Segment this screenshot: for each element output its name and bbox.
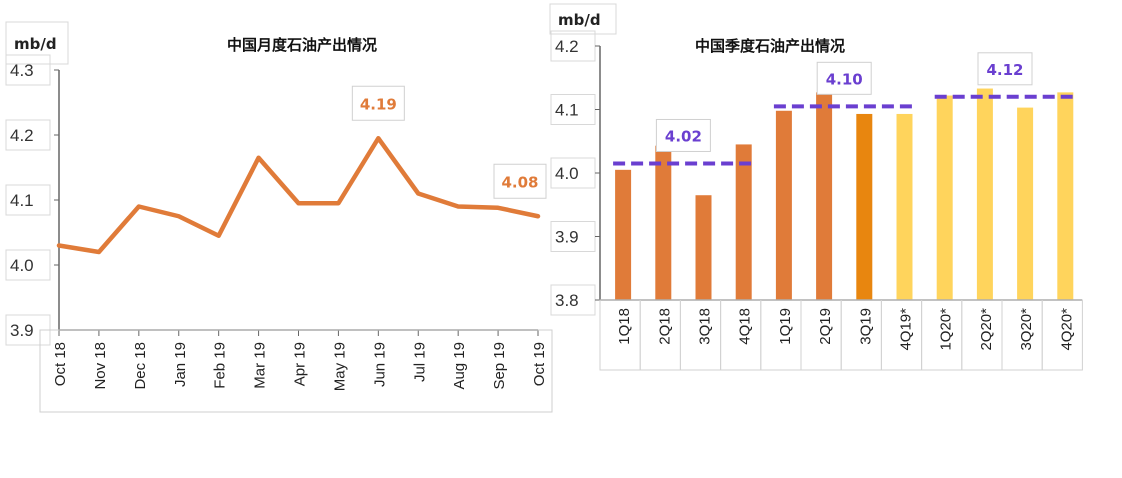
- monthly-xtick-label: Aug 19: [451, 342, 468, 390]
- monthly-point: [416, 192, 420, 195]
- monthly-point: [177, 214, 181, 218]
- monthly-ytick-label: 4.3: [10, 61, 34, 80]
- quarterly-y-axis: 3.8 3.9 4.0 4.1 4.2: [550, 30, 600, 316]
- quarterly-bars: [615, 88, 1074, 301]
- quarterly-bar: [1017, 107, 1034, 300]
- quarterly-bar: [816, 92, 833, 300]
- monthly-xtick-label: Oct 18: [52, 342, 69, 386]
- quarterly-ylabel: mb/d: [558, 11, 601, 29]
- monthly-ytick-label: 4.2: [10, 126, 34, 145]
- quarterly-category-cell: [1041, 299, 1083, 371]
- monthly-ytick-box: [5, 184, 51, 216]
- monthly-ytick-box: [5, 54, 51, 86]
- monthly-unit-box: [5, 21, 69, 65]
- monthly-xtick-label: Mar 19: [252, 342, 269, 389]
- quarterly-bar: [615, 169, 632, 300]
- quarterly-ytick-label: 3.8: [555, 291, 579, 310]
- quarterly-average-box: [977, 52, 1033, 86]
- monthly-point: [336, 201, 340, 205]
- quarterly-average-box: [655, 118, 711, 152]
- quarterly-ytick-label: 4.2: [555, 37, 579, 56]
- quarterly-xtick-label: 3Q19: [857, 308, 874, 345]
- monthly-point: [257, 156, 261, 160]
- quarterly-title: 中国季度石油产出情况: [695, 37, 845, 55]
- quarterly-bar: [896, 113, 913, 300]
- monthly-ytick-label: 4.0: [10, 256, 34, 275]
- quarterly-bar: [976, 88, 993, 300]
- quarterly-xtick-label: 4Q18: [737, 308, 754, 345]
- monthly-point: [496, 206, 500, 210]
- monthly-annotation-label: 4.19: [360, 95, 397, 113]
- monthly-point: [536, 214, 540, 218]
- monthly-annotation-label: 4.08: [501, 173, 538, 191]
- quarterly-bar: [735, 144, 752, 300]
- monthly-title: 中国月度石油产出情况: [227, 36, 377, 54]
- monthly-ytick-label: 3.9: [10, 321, 34, 340]
- quarterly-xtick-label: 3Q18: [697, 308, 714, 345]
- quarterly-ytick-label: 3.9: [555, 228, 579, 247]
- quarterly-averages: 4.02 4.10 4.12: [613, 52, 1076, 166]
- monthly-chart: mb/d 中国月度石油产出情况 3.9 4.0 4.1 4.2 4.3 Oct 18 No…: [5, 21, 553, 413]
- quarterly-average-label: 4.10: [826, 70, 863, 88]
- quarterly-xtick-label: 2Q20*: [978, 308, 995, 351]
- monthly-ylabel: mb/d: [14, 35, 57, 53]
- monthly-xtick-label: Oct 19: [531, 342, 548, 386]
- quarterly-bar: [775, 110, 792, 301]
- quarterly-bar: [936, 95, 953, 300]
- monthly-ytick-label: 4.1: [10, 191, 34, 210]
- quarterly-unit-box: [549, 3, 617, 35]
- quarterly-xtick-label: 4Q20*: [1058, 308, 1075, 351]
- monthly-point: [137, 205, 141, 208]
- monthly-xtick-label: Dec 18: [132, 342, 149, 390]
- quarterly-xtick-label: 2Q18: [656, 308, 673, 345]
- quarterly-chart: mb/d 中国季度石油产出情况 3.8 3.9 4.0 4.1 4.2 1Q18 2Q18…: [549, 3, 1083, 371]
- quarterly-average-box: [816, 61, 872, 95]
- monthly-xtick-label: Apr 19: [292, 342, 309, 386]
- quarterly-average-label: 4.02: [665, 127, 702, 145]
- quarterly-xtick-label: 2Q19: [817, 308, 834, 345]
- quarterly-x-axis: 1Q18 2Q18 3Q18 4Q18 1Q19 2Q19 3Q19 4Q19* 1Q20* 2Q…: [599, 299, 1083, 371]
- quarterly-xtick-label: 1Q18: [616, 308, 633, 345]
- quarterly-xtick-label: 1Q20*: [938, 308, 955, 351]
- quarterly-average-label: 4.12: [986, 61, 1023, 79]
- quarterly-bar: [1057, 92, 1074, 300]
- quarterly-bar: [695, 195, 712, 300]
- monthly-xtick-label: Sep 19: [491, 342, 508, 390]
- monthly-point: [376, 136, 380, 140]
- monthly-xtick-label: May 19: [331, 342, 348, 391]
- quarterly-ytick-label: 4.1: [555, 101, 579, 120]
- quarterly-ytick-label: 4.0: [555, 164, 579, 183]
- monthly-ytick-box: [5, 249, 51, 281]
- monthly-xtick-label: Nov 18: [92, 342, 109, 390]
- quarterly-xtick-label: 4Q19*: [898, 308, 915, 351]
- monthly-y-axis: 3.9 4.0 4.1 4.2 4.3: [5, 54, 59, 346]
- monthly-point: [97, 250, 101, 254]
- monthly-xtick-label: Jan 19: [172, 342, 189, 387]
- monthly-point: [297, 201, 300, 205]
- quarterly-bar: [856, 113, 873, 300]
- monthly-annotation-box: [493, 163, 547, 199]
- monthly-xtick-label: Feb 19: [212, 342, 229, 389]
- monthly-annotation-box: [351, 85, 405, 121]
- monthly-ytick-box: [5, 119, 51, 151]
- monthly-point: [456, 205, 460, 208]
- quarterly-bar: [655, 145, 672, 300]
- monthly-annotations: 4.19 4.08: [57, 85, 547, 254]
- monthly-x-axis: Oct 18 Nov 18 Dec 18 Jan 19 Feb 19 Mar 19 Apr …: [52, 330, 548, 391]
- monthly-point: [57, 244, 61, 247]
- monthly-xtick-label: Jul 19: [411, 342, 428, 382]
- monthly-category-frame: [39, 329, 553, 413]
- monthly-xtick-label: Jun 19: [371, 342, 388, 387]
- quarterly-xtick-label: 1Q19: [777, 308, 794, 345]
- monthly-series-line: [56, 136, 541, 255]
- monthly-point: [217, 234, 221, 238]
- quarterly-xtick-label: 3Q20*: [1018, 308, 1035, 351]
